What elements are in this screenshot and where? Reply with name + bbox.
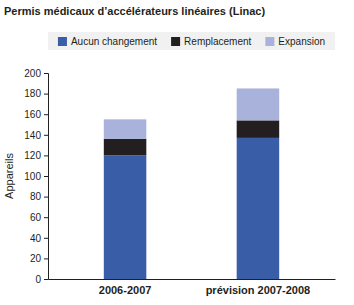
y-axis-title: Appareils [3,153,15,199]
y-tick: 200 [24,68,48,79]
legend-item: Remplacement [171,36,251,47]
x-axis: 2006-2007 prévision 2007-2008 [49,279,336,296]
legend-label: Expansion [278,36,325,47]
plot: 0 20 40 60 80 100 120 140 160 180 200 2006-2007 prév… [24,68,335,296]
bar [104,119,147,139]
y-tick-mark [44,155,48,156]
y-tick-label: 120 [24,150,41,161]
y-tick-mark [44,176,48,177]
x-tick: prévision 2007-2008 [206,279,311,296]
y-tick-label: 100 [24,171,41,182]
y-tick-mark [44,238,48,239]
bar [237,120,280,138]
y-tick-label: 60 [30,212,42,223]
legend-label: Remplacement [184,36,251,47]
y-tick-mark [44,217,48,218]
legend-item: Expansion [265,36,325,47]
y-tick-mark [44,114,48,115]
y-tick: 120 [24,150,48,161]
x-tick-label: prévision 2007-2008 [206,284,311,296]
legend-box [48,32,335,50]
legend-swatch [265,37,274,46]
y-tick: 0 [35,274,48,285]
legend-item: Aucun changement [58,36,157,47]
y-tick-label: 180 [24,88,41,99]
bar [104,139,147,155]
y-tick-label: 0 [35,274,41,285]
legend: Aucun changement Remplacement Expansion [48,32,335,50]
legend-swatch [58,37,67,46]
x-tick-label: 2006-2007 [99,284,152,296]
y-tick-mark [44,258,48,259]
y-tick-mark [44,197,48,198]
y-tick: 160 [24,109,48,120]
x-axis-line [49,279,336,280]
y-tick-label: 80 [30,191,42,202]
y-tick-label: 40 [30,233,42,244]
y-tick: 60 [30,212,48,223]
y-tick-label: 20 [30,253,42,264]
y-axis-line [44,74,49,280]
bar [237,138,280,279]
bars [104,88,279,279]
title: Permis médicaux d’accélérateurs linéaire… [4,5,265,17]
y-tick-mark [44,279,48,280]
y-tick: 180 [24,88,48,99]
y-tick: 100 [24,171,48,182]
chart: Permis médicaux d’accélérateurs linéaire… [0,0,354,305]
y-tick: 80 [30,191,48,202]
y-tick: 140 [24,130,48,141]
bar [104,155,147,279]
bar [237,88,280,120]
x-tick: 2006-2007 [99,279,152,296]
y-tick-mark [44,94,48,95]
y-tick-label: 140 [24,130,41,141]
y-tick-mark [44,73,48,74]
y-tick-label: 200 [24,68,41,79]
y-tick: 20 [30,253,48,264]
legend-swatch [171,37,180,46]
legend-label: Aucun changement [71,36,157,47]
y-tick-label: 160 [24,109,41,120]
y-tick-mark [44,135,48,136]
y-axis: 0 20 40 60 80 100 120 140 160 180 200 [24,68,48,285]
y-tick: 40 [30,233,48,244]
